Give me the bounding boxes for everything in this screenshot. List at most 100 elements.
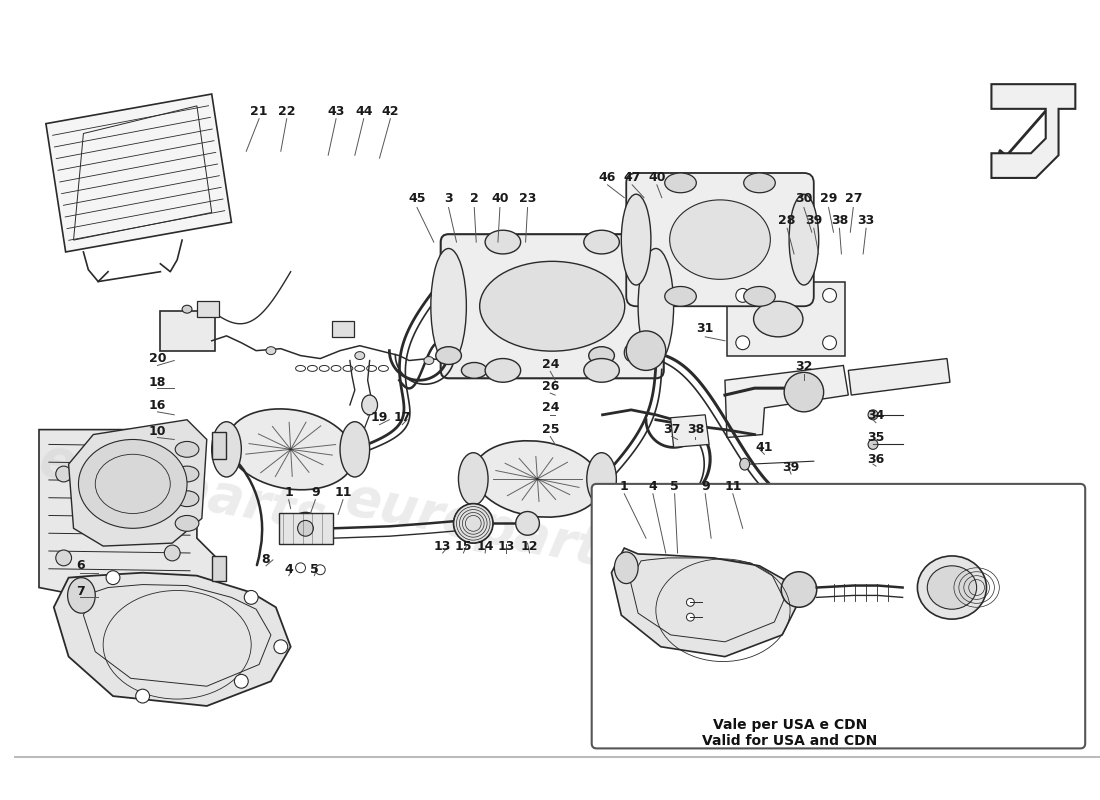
Bar [332,321,354,337]
Text: 11: 11 [724,480,741,494]
FancyBboxPatch shape [626,173,814,306]
Bar [211,431,226,459]
Text: 14: 14 [476,539,494,553]
Ellipse shape [516,511,539,535]
Ellipse shape [615,552,638,583]
FancyBboxPatch shape [441,234,663,378]
Ellipse shape [664,286,696,306]
Polygon shape [612,548,796,657]
Ellipse shape [424,357,433,365]
Text: 47: 47 [624,171,641,185]
Ellipse shape [431,249,466,364]
Ellipse shape [227,409,354,490]
Text: 40: 40 [492,192,508,205]
Ellipse shape [485,230,520,254]
Ellipse shape [296,563,306,573]
Ellipse shape [340,422,370,477]
Ellipse shape [868,410,878,420]
Text: 31: 31 [696,322,714,335]
Text: 39: 39 [782,461,800,474]
Text: 38: 38 [830,214,848,227]
Bar [566,296,586,310]
Text: 5: 5 [310,563,319,576]
Ellipse shape [355,352,365,359]
Ellipse shape [781,572,816,607]
Ellipse shape [744,286,775,306]
Text: 8: 8 [262,554,271,566]
Bar [727,282,846,355]
Polygon shape [848,358,950,395]
Text: europarts: europarts [616,502,912,614]
Text: 18: 18 [148,376,166,389]
Ellipse shape [736,336,749,350]
Text: 36: 36 [867,453,884,466]
Ellipse shape [56,466,72,482]
Text: 13: 13 [497,539,515,553]
Ellipse shape [686,613,694,621]
Ellipse shape [461,362,487,378]
Text: 4: 4 [284,563,293,576]
Text: 24: 24 [541,358,559,371]
Ellipse shape [584,230,619,254]
Polygon shape [39,430,217,617]
Ellipse shape [135,689,150,703]
Ellipse shape [736,289,749,302]
Text: 33: 33 [858,214,874,227]
Ellipse shape [266,346,276,354]
Polygon shape [991,84,1076,178]
Ellipse shape [588,362,615,378]
Text: 7: 7 [76,585,85,598]
Polygon shape [671,415,710,447]
Text: 15: 15 [454,539,472,553]
Text: 44: 44 [355,106,373,118]
Ellipse shape [106,570,120,585]
Text: 28: 28 [779,214,795,227]
Ellipse shape [823,336,836,350]
Ellipse shape [474,441,602,517]
Ellipse shape [823,289,836,302]
Ellipse shape [56,550,72,566]
Text: 46: 46 [598,171,616,185]
Ellipse shape [927,566,977,610]
Text: 1: 1 [284,486,293,499]
Ellipse shape [868,439,878,450]
Text: 38: 38 [686,423,704,436]
Text: 3: 3 [444,192,453,205]
Text: 45: 45 [408,192,426,205]
Ellipse shape [621,194,651,285]
Text: 29: 29 [820,192,837,205]
Ellipse shape [164,545,180,561]
Text: 25: 25 [541,423,559,436]
Ellipse shape [362,395,377,415]
Text: europarts: europarts [340,473,636,584]
Text: 4: 4 [649,480,658,494]
Ellipse shape [164,459,180,475]
Ellipse shape [175,515,199,531]
Ellipse shape [316,565,326,574]
Ellipse shape [584,358,619,382]
Text: 2: 2 [470,192,478,205]
Text: 39: 39 [805,214,823,227]
Text: 35: 35 [867,431,884,444]
Text: 21: 21 [251,106,267,118]
Ellipse shape [789,194,818,285]
Bar [278,513,333,544]
Ellipse shape [917,556,987,619]
Ellipse shape [211,422,241,477]
Ellipse shape [453,504,493,543]
Ellipse shape [298,521,314,536]
Ellipse shape [244,590,258,604]
Ellipse shape [436,346,461,365]
Text: Valid for USA and CDN: Valid for USA and CDN [703,734,878,747]
Ellipse shape [625,344,638,362]
Text: 30: 30 [795,192,813,205]
Polygon shape [725,366,848,438]
Ellipse shape [289,513,321,544]
Ellipse shape [175,442,199,458]
Text: Vale per USA e CDN: Vale per USA e CDN [713,718,867,732]
Polygon shape [46,94,231,252]
Text: europarts: europarts [34,433,330,545]
Text: 9: 9 [311,486,320,499]
Text: 6: 6 [76,559,85,572]
Text: 40: 40 [648,171,666,185]
